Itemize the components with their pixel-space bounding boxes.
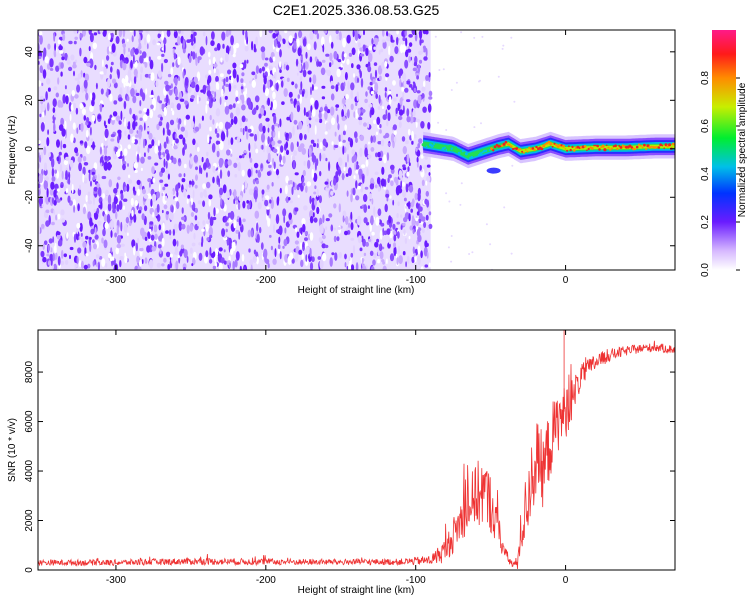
noise-speckle <box>38 30 521 270</box>
snr-ylabel: SNR (10 * v/v) <box>7 418 18 482</box>
snr-xtick-label: -100 <box>406 575 426 586</box>
spectrogram-xtick-label: -200 <box>256 275 276 286</box>
colorbar: 0.0 0.2 0.4 0.6 0.8 Normalized spectral ampl… <box>700 30 748 277</box>
colorbar-tick-label: 0.2 <box>700 215 711 229</box>
snr-xtick-label: 0 <box>563 575 569 586</box>
side-blob <box>486 167 501 174</box>
colorbar-tick-label: 0.0 <box>700 263 711 277</box>
snr-line <box>38 340 675 570</box>
snr-panel: -300 -200 -100 0 0 2000 4000 6000 8000 Height of… <box>7 329 676 596</box>
colorbar-ticks: 0.0 0.2 0.4 0.6 0.8 <box>700 71 740 277</box>
spectrogram-ylabel: Frequency (Hz) <box>7 116 18 185</box>
figure-title: C2E1.2025.336.08.53.G25 <box>273 2 440 18</box>
colorbar-tick-label: 0.4 <box>700 167 711 181</box>
snr-frame <box>37 329 676 571</box>
colorbar-label: Normalized spectral amplitude <box>737 82 748 217</box>
snr-xlabel: Height of straight line (km) <box>298 585 415 596</box>
snr-xtick-label: -200 <box>256 575 276 586</box>
spectrogram-ytick-label: -20 <box>24 190 35 205</box>
snr-ytick-label: 4000 <box>24 459 35 482</box>
signal-track <box>421 131 675 174</box>
snr-ytick-label: 8000 <box>24 361 35 384</box>
snr-ytick-label: 6000 <box>24 410 35 433</box>
snr-ticks: -300 -200 -100 0 0 2000 4000 6000 8000 <box>24 330 675 586</box>
spectrogram-image <box>38 30 675 270</box>
spectrogram-xtick-label: 0 <box>563 275 569 286</box>
spectrogram-xtick-label: -300 <box>106 275 126 286</box>
spectrogram-ytick-label: 40 <box>24 46 35 58</box>
spectrogram-ytick-label: 20 <box>24 94 35 106</box>
spectrogram-ytick-label: -40 <box>24 238 35 253</box>
snr-ytick-label: 2000 <box>24 509 35 532</box>
colorbar-gradient <box>712 30 736 270</box>
snr-ytick-label: 0 <box>24 567 35 573</box>
snr-plot-area <box>38 330 675 570</box>
spectrogram-xtick-label: -100 <box>406 275 426 286</box>
colorbar-tick-label: 0.6 <box>700 119 711 133</box>
snr-xtick-label: -300 <box>106 575 126 586</box>
spectrogram-xlabel: Height of straight line (km) <box>298 285 415 296</box>
spectrogram-ytick-label: 0 <box>24 146 35 152</box>
colorbar-tick-label: 0.8 <box>700 71 711 85</box>
spectrogram-frame <box>37 29 676 271</box>
